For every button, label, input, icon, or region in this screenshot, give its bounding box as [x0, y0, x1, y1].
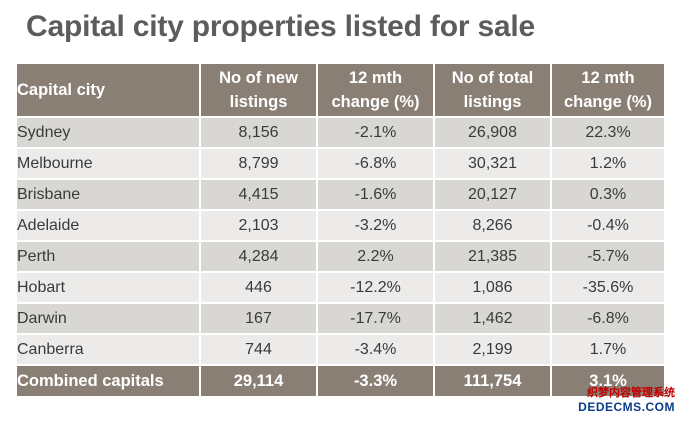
cell-total-listings: 26,908: [433, 116, 552, 149]
header-new-listings: No of new listings: [199, 62, 318, 118]
table-header-row: Capital city No of new listings 12 mth c…: [15, 62, 666, 118]
header-total-listings: No of total listings: [433, 62, 552, 118]
header-new-change: 12 mth change (%): [316, 62, 435, 118]
cell-city: Adelaide: [15, 209, 201, 242]
cell-city: Combined capitals: [15, 364, 201, 398]
cell-total-change: 3.1%: [550, 364, 666, 398]
watermark: 织梦内容管理系统 DEDECMS.COM: [578, 386, 675, 414]
cell-total-listings: 2,199: [433, 333, 552, 366]
table-row: Adelaide 2,103 -3.2% 8,266 -0.4%: [15, 209, 666, 242]
page-title: Capital city properties listed for sale: [26, 10, 536, 43]
cell-total-listings: 21,385: [433, 240, 552, 273]
header-total-change: 12 mth change (%): [550, 62, 666, 118]
watermark-line-1: 织梦内容管理系统: [587, 386, 675, 399]
cell-new-listings: 4,415: [199, 178, 318, 211]
cell-city: Hobart: [15, 271, 201, 304]
cell-new-listings: 446: [199, 271, 318, 304]
cell-new-change: -3.4%: [316, 333, 435, 366]
cell-total-change: -35.6%: [550, 271, 666, 304]
listings-table: Capital city No of new listings 12 mth c…: [15, 62, 666, 398]
cell-city: Perth: [15, 240, 201, 273]
cell-new-change: -3.2%: [316, 209, 435, 242]
header-capital-city: Capital city: [15, 62, 201, 118]
cell-city: Brisbane: [15, 178, 201, 211]
cell-total-listings: 30,321: [433, 147, 552, 180]
cell-new-change: -1.6%: [316, 178, 435, 211]
cell-total-change: 0.3%: [550, 178, 666, 211]
cell-new-listings: 2,103: [199, 209, 318, 242]
cell-city: Melbourne: [15, 147, 201, 180]
cell-total-change: -6.8%: [550, 302, 666, 335]
cell-total-change: -0.4%: [550, 209, 666, 242]
cell-total-change: 1.2%: [550, 147, 666, 180]
cell-total-change: 1.7%: [550, 333, 666, 366]
cell-city: Canberra: [15, 333, 201, 366]
cell-total-listings: 1,086: [433, 271, 552, 304]
cell-total-listings: 20,127: [433, 178, 552, 211]
cell-total-change: 22.3%: [550, 116, 666, 149]
cell-new-change: -6.8%: [316, 147, 435, 180]
watermark-line-2: DEDECMS.COM: [578, 400, 675, 414]
table-row: Canberra 744 -3.4% 2,199 1.7%: [15, 333, 666, 366]
cell-total-change: -5.7%: [550, 240, 666, 273]
cell-new-change: -17.7%: [316, 302, 435, 335]
cell-new-change: 2.2%: [316, 240, 435, 273]
table-row: Brisbane 4,415 -1.6% 20,127 0.3%: [15, 178, 666, 211]
table-row: Hobart 446 -12.2% 1,086 -35.6%: [15, 271, 666, 304]
cell-new-change: -2.1%: [316, 116, 435, 149]
table-row: Darwin 167 -17.7% 1,462 -6.8%: [15, 302, 666, 335]
cell-new-listings: 29,114: [199, 364, 318, 398]
cell-new-change: -12.2%: [316, 271, 435, 304]
table-total-row: Combined capitals 29,114 -3.3% 111,754 3…: [15, 364, 666, 398]
table-row: Perth 4,284 2.2% 21,385 -5.7%: [15, 240, 666, 273]
cell-city: Darwin: [15, 302, 201, 335]
cell-total-listings: 8,266: [433, 209, 552, 242]
cell-new-listings: 8,156: [199, 116, 318, 149]
cell-total-listings: 1,462: [433, 302, 552, 335]
cell-city: Sydney: [15, 116, 201, 149]
cell-new-change: -3.3%: [316, 364, 435, 398]
table-row: Sydney 8,156 -2.1% 26,908 22.3%: [15, 116, 666, 149]
cell-new-listings: 4,284: [199, 240, 318, 273]
table-row: Melbourne 8,799 -6.8% 30,321 1.2%: [15, 147, 666, 180]
cell-total-listings: 111,754: [433, 364, 552, 398]
cell-new-listings: 8,799: [199, 147, 318, 180]
cell-new-listings: 167: [199, 302, 318, 335]
cell-new-listings: 744: [199, 333, 318, 366]
